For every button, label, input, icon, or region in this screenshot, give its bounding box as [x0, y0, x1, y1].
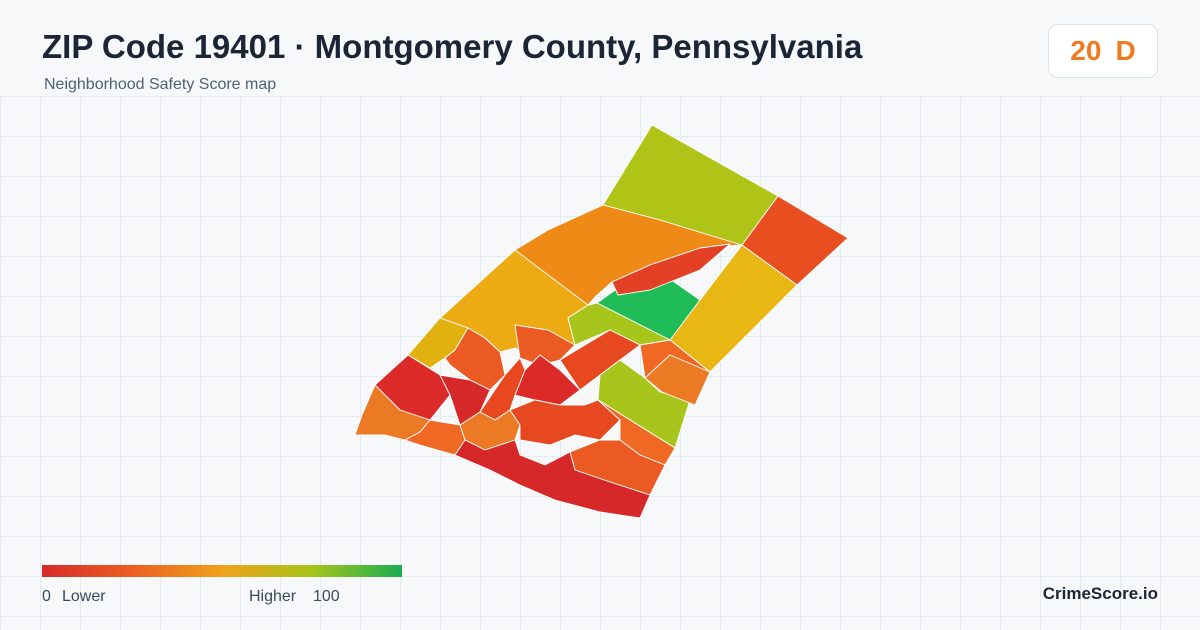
- legend-min-label: 0: [42, 588, 51, 605]
- page-title: ZIP Code 19401 · Montgomery County, Penn…: [42, 28, 863, 65]
- brand-label: CrimeScore.io: [1042, 584, 1158, 603]
- census-tract: [611, 243, 731, 296]
- header: ZIP Code 19401 · Montgomery County, Penn…: [0, 0, 1200, 96]
- page-subtitle: Neighborhood Safety Score map: [44, 76, 277, 93]
- legend-high-label: Higher: [249, 588, 297, 605]
- legend-color-bar: [42, 565, 402, 577]
- score-badge: 20 D: [1048, 24, 1158, 78]
- score-grade: D: [1115, 35, 1136, 66]
- census-tract: [644, 354, 711, 406]
- census-tract: [509, 399, 621, 446]
- legend-max-label: 100: [313, 588, 340, 605]
- score-value: 20: [1070, 35, 1102, 66]
- legend-low-label: Lower: [62, 588, 106, 605]
- census-tract: [454, 439, 651, 519]
